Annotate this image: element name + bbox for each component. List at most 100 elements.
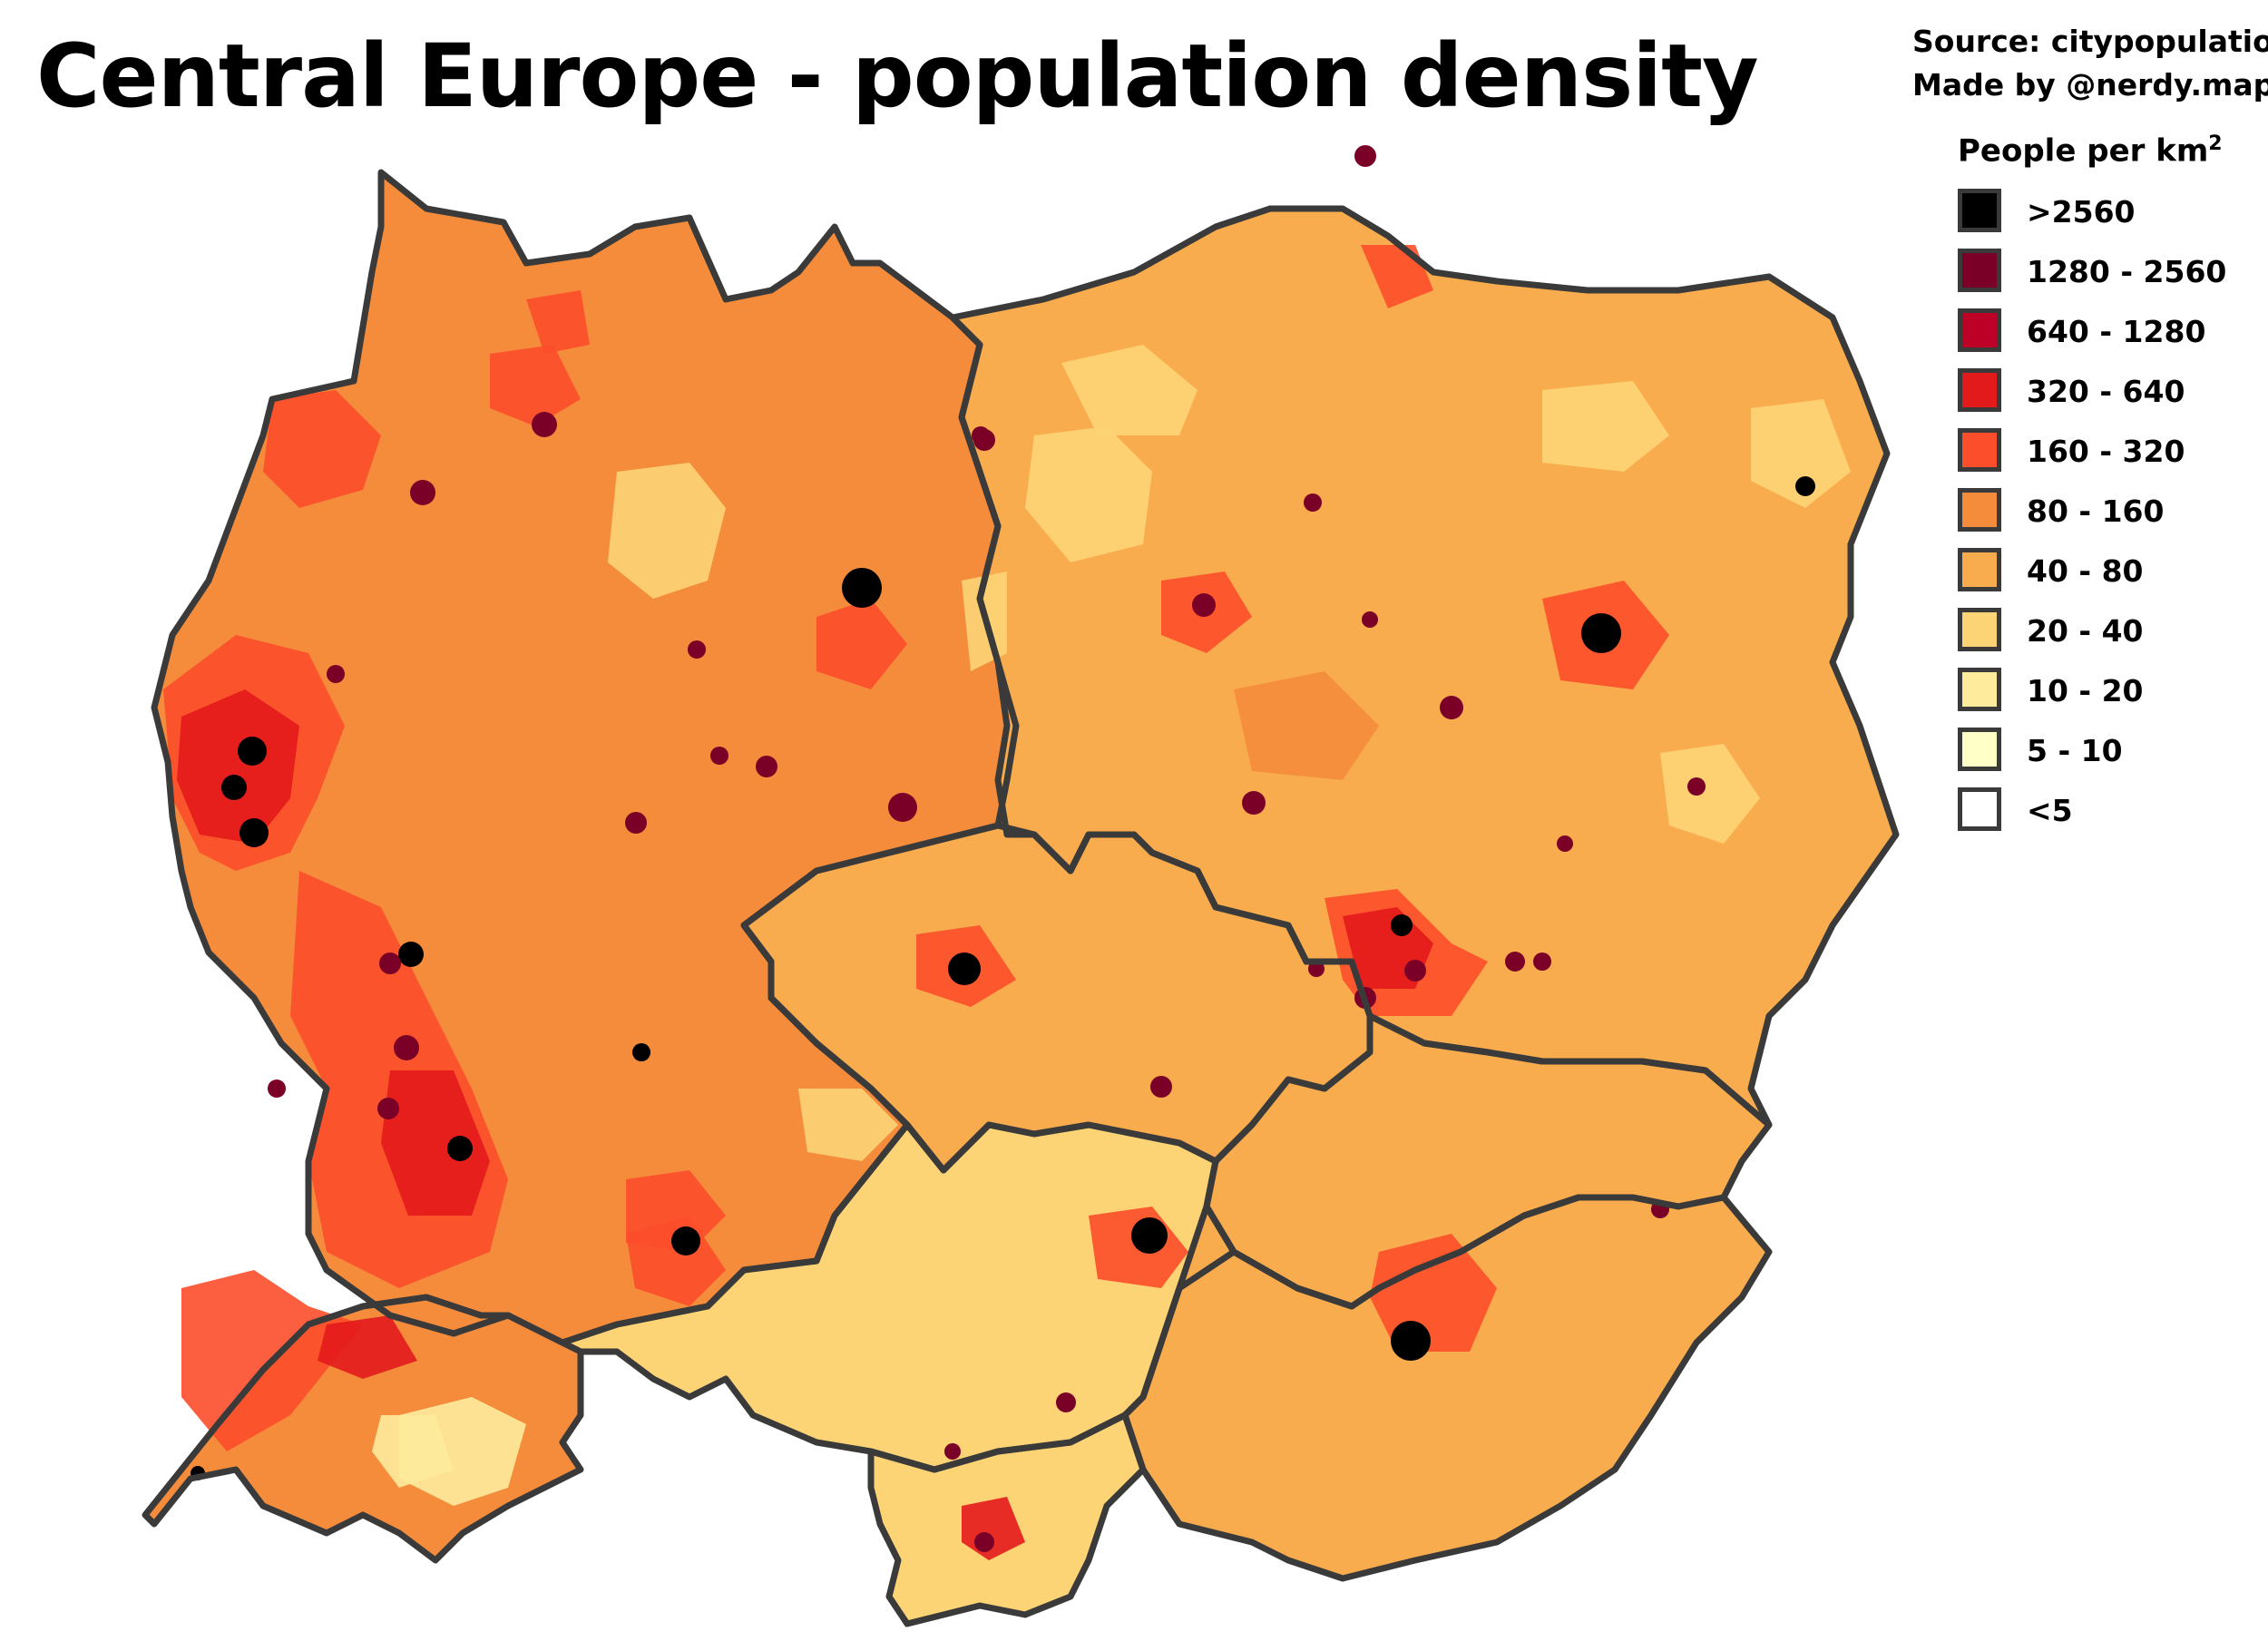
legend-title-text: People per km — [1958, 132, 2209, 170]
density-region — [626, 1216, 726, 1306]
legend-swatch — [1958, 189, 2001, 232]
legend-swatch — [1958, 787, 2001, 831]
city-marker — [888, 793, 917, 822]
city-marker — [1557, 835, 1573, 852]
city-marker — [377, 1098, 399, 1119]
city-marker — [1533, 952, 1551, 971]
legend-label: <5 — [2027, 793, 2073, 828]
density-region — [1061, 345, 1198, 435]
city-marker — [842, 568, 882, 608]
city-marker — [532, 412, 557, 437]
density-region — [490, 345, 581, 426]
city-marker — [1505, 952, 1525, 972]
legend-item: 20 - 40 — [1958, 608, 2248, 660]
density-region — [816, 599, 907, 689]
city-marker — [447, 1136, 473, 1161]
legend-swatch — [1958, 668, 2001, 711]
density-region — [1542, 381, 1669, 472]
country-border — [867, 1412, 1147, 1627]
density-region — [177, 689, 299, 844]
legend-swatch — [1958, 488, 2001, 532]
density-region — [499, 671, 653, 798]
density-region — [263, 390, 381, 508]
density-region — [608, 463, 726, 599]
legend-swatch — [1958, 368, 2001, 412]
legend-title-superscript: 2 — [2208, 132, 2223, 155]
city-marker — [948, 952, 981, 985]
city-marker — [1150, 1076, 1172, 1098]
map-credits: Source: citypopulation.de Made by @nerdy… — [1912, 20, 2268, 107]
city-marker — [632, 1043, 650, 1061]
city-marker — [1404, 960, 1426, 982]
city-marker — [972, 426, 990, 444]
city-marker — [710, 747, 728, 765]
legend-label: 40 - 80 — [2027, 553, 2144, 589]
legend-label: 160 - 320 — [2027, 434, 2185, 469]
city-marker — [1391, 914, 1413, 936]
density-region — [372, 1415, 454, 1488]
legend-swatch — [1958, 249, 2001, 292]
legend-label: 80 - 160 — [2027, 493, 2165, 529]
country-czech-republic — [744, 826, 1370, 1170]
country-slovakia — [1207, 1016, 1769, 1306]
density-region — [1751, 399, 1851, 508]
city-marker — [240, 818, 269, 847]
legend-item: 5 - 10 — [1958, 728, 2248, 780]
city-marker — [1056, 1392, 1076, 1412]
density-region — [526, 290, 590, 354]
legend-swatch — [1958, 608, 2001, 651]
density-region — [798, 1089, 898, 1161]
city-marker — [238, 737, 267, 766]
city-marker — [671, 1226, 700, 1255]
author-credit: Made by @nerdy.maps — [1912, 67, 2268, 103]
legend-item: 640 - 1280 — [1958, 308, 2248, 361]
city-marker — [1242, 791, 1266, 815]
city-marker — [410, 480, 435, 505]
legend-label: 640 - 1280 — [2027, 314, 2206, 349]
city-marker — [221, 775, 247, 800]
city-marker — [974, 1532, 994, 1552]
city-marker — [1440, 696, 1463, 719]
city-marker — [688, 640, 706, 659]
legend-label: >2560 — [2027, 194, 2136, 230]
density-region — [318, 1315, 417, 1379]
density-region — [1234, 671, 1379, 780]
country-hungary — [1125, 1197, 1769, 1578]
legend-swatch — [1958, 308, 2001, 352]
map-title: Central Europe - population density — [36, 25, 1759, 127]
city-marker — [1192, 593, 1216, 617]
country-borders — [142, 169, 1900, 1627]
country-border — [142, 1294, 584, 1564]
city-marker — [1131, 1217, 1168, 1254]
density-region — [853, 1361, 998, 1442]
city-marker — [625, 812, 647, 834]
legend-label: 5 - 10 — [2027, 733, 2123, 768]
density-region — [381, 1070, 490, 1216]
city-marker — [1354, 145, 1376, 167]
city-marker — [1581, 613, 1621, 653]
city-marker — [1304, 493, 1322, 512]
city-marker — [1687, 777, 1706, 796]
legend-swatch — [1958, 548, 2001, 591]
city-marker — [268, 1080, 286, 1098]
legend-title: People per km2 — [1958, 132, 2223, 169]
legend-label: 20 - 40 — [2027, 613, 2144, 649]
city-marker — [379, 952, 401, 974]
legend-item: <5 — [1958, 787, 2248, 840]
legend-item: 320 - 640 — [1958, 368, 2248, 421]
legend-label: 1280 - 2560 — [2027, 254, 2227, 289]
city-marker — [1795, 476, 1815, 496]
legend-item: >2560 — [1958, 189, 2248, 241]
legend-swatch — [1958, 728, 2001, 771]
legend-label: 320 - 640 — [2027, 374, 2185, 409]
city-marker — [1391, 1321, 1431, 1361]
legend-item: 160 - 320 — [1958, 428, 2248, 481]
city-marker — [327, 665, 345, 683]
legend-item: 10 - 20 — [1958, 668, 2248, 720]
city-marker — [1362, 611, 1378, 628]
city-marker — [944, 1443, 961, 1460]
legend-label: 10 - 20 — [2027, 673, 2144, 708]
legend-swatch — [1958, 428, 2001, 472]
city-marker — [756, 756, 777, 777]
